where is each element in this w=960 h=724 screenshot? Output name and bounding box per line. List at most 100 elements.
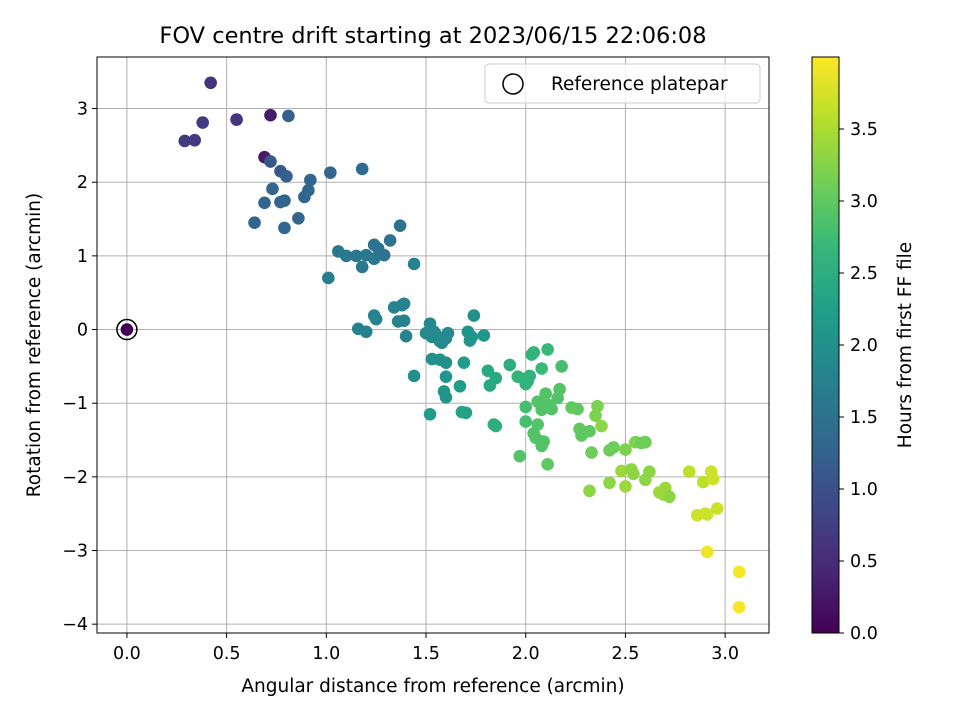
colorbar-tick-label: 1.5 bbox=[850, 408, 878, 428]
data-point bbox=[503, 358, 517, 372]
colorbar-tick-label: 1.0 bbox=[850, 480, 878, 500]
x-tick-label: 2.5 bbox=[612, 644, 640, 664]
colorbar-tick-label: 0.5 bbox=[850, 552, 878, 572]
chart-title: FOV centre drift starting at 2023/06/15 … bbox=[159, 23, 706, 49]
x-axis-label: Angular distance from reference (arcmin) bbox=[241, 676, 624, 697]
data-point bbox=[439, 390, 453, 404]
data-point bbox=[481, 364, 495, 378]
data-point bbox=[477, 329, 491, 342]
data-point bbox=[696, 475, 710, 489]
data-point bbox=[615, 464, 628, 478]
data-point bbox=[465, 330, 479, 344]
data-point bbox=[639, 435, 652, 449]
data-point bbox=[324, 166, 337, 179]
data-point bbox=[551, 391, 564, 405]
data-point bbox=[627, 467, 640, 481]
y-axis-label: Rotation from reference (arcmin) bbox=[24, 193, 45, 497]
data-point bbox=[643, 465, 656, 478]
y-axis: 3 2 1 0 −1 −2 −3 −4 bbox=[62, 100, 97, 635]
data-points bbox=[116, 76, 746, 614]
data-point bbox=[595, 419, 608, 433]
data-point bbox=[298, 190, 311, 204]
x-tick-label: 2.0 bbox=[512, 644, 540, 664]
data-point bbox=[423, 407, 437, 421]
data-point bbox=[541, 458, 554, 471]
legend-box bbox=[484, 63, 761, 104]
reference-marker bbox=[116, 318, 138, 341]
data-point bbox=[349, 249, 363, 263]
data-point bbox=[322, 271, 335, 285]
data-point bbox=[700, 545, 714, 559]
data-point bbox=[457, 356, 471, 369]
data-point bbox=[282, 109, 295, 123]
data-point bbox=[178, 134, 192, 148]
data-point bbox=[585, 446, 598, 459]
legend-label: Reference platepar bbox=[551, 74, 728, 95]
data-point bbox=[453, 379, 467, 393]
data-point bbox=[304, 173, 317, 187]
y-tick-label: 0 bbox=[77, 321, 88, 341]
y-tick-label: 3 bbox=[77, 100, 88, 120]
data-point bbox=[230, 113, 243, 126]
data-point bbox=[278, 194, 291, 207]
reference-point bbox=[120, 323, 134, 336]
data-point bbox=[397, 297, 411, 311]
data-point bbox=[523, 369, 537, 383]
colorbar-tick-label: 3.5 bbox=[850, 120, 878, 140]
data-point bbox=[407, 369, 421, 383]
data-point bbox=[555, 360, 568, 373]
x-tick-label: 0.5 bbox=[213, 644, 241, 664]
data-point bbox=[459, 406, 473, 420]
data-point bbox=[377, 248, 391, 262]
data-point bbox=[519, 415, 533, 428]
data-point bbox=[196, 116, 209, 129]
data-point bbox=[682, 465, 696, 478]
y-tick-label: −4 bbox=[62, 615, 88, 635]
colorbar-tick-label: 2.5 bbox=[850, 264, 878, 284]
data-point bbox=[603, 476, 616, 490]
data-point bbox=[467, 309, 481, 322]
data-point bbox=[541, 343, 554, 356]
data-point bbox=[519, 400, 533, 414]
data-point bbox=[258, 196, 271, 210]
colorbar-tick-label: 0.0 bbox=[850, 624, 878, 644]
data-point bbox=[662, 490, 676, 504]
data-point bbox=[700, 508, 714, 521]
x-tick-label: 0.0 bbox=[113, 644, 141, 664]
colorbar-label: Hours from first FF file bbox=[895, 242, 916, 448]
y-tick-label: 1 bbox=[77, 247, 88, 267]
data-point bbox=[278, 221, 291, 235]
data-point bbox=[589, 409, 602, 423]
data-point bbox=[204, 76, 217, 90]
data-point bbox=[393, 219, 407, 232]
data-point bbox=[407, 257, 421, 271]
plot-frame bbox=[96, 56, 770, 634]
data-point bbox=[706, 472, 720, 486]
data-point bbox=[591, 399, 604, 413]
data-point bbox=[292, 212, 305, 225]
y-tick-label: −2 bbox=[62, 468, 88, 488]
data-point bbox=[539, 387, 552, 400]
x-tick-label: 1.5 bbox=[412, 644, 440, 664]
data-point bbox=[439, 370, 453, 383]
colorbar-ticks: 0.0 0.5 1.0 1.5 2.0 2.5 3.0 3.5 bbox=[839, 120, 878, 644]
data-point bbox=[264, 155, 277, 168]
data-point bbox=[383, 234, 397, 247]
data-point bbox=[710, 502, 724, 515]
data-point bbox=[619, 480, 632, 493]
data-point bbox=[513, 449, 527, 463]
data-point bbox=[188, 133, 202, 147]
data-point bbox=[248, 216, 261, 230]
data-point bbox=[367, 252, 381, 266]
x-tick-label: 3.0 bbox=[711, 644, 739, 664]
colorbar-tick-label: 2.0 bbox=[850, 336, 878, 356]
data-point bbox=[535, 362, 548, 375]
y-tick-label: −3 bbox=[62, 542, 88, 562]
data-point bbox=[355, 260, 369, 274]
data-point bbox=[545, 402, 558, 416]
data-point bbox=[264, 108, 277, 122]
data-point bbox=[266, 182, 279, 196]
data-point bbox=[732, 600, 746, 614]
x-tick-label: 1.0 bbox=[312, 644, 340, 664]
